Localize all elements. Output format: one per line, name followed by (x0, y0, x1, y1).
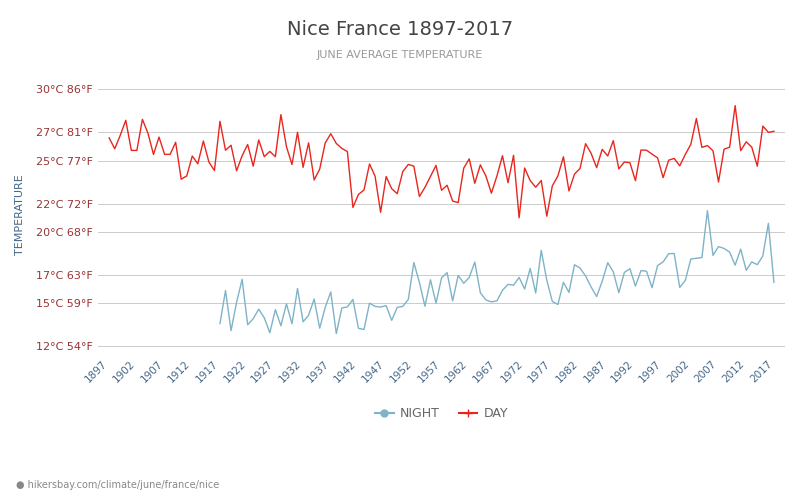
Text: JUNE AVERAGE TEMPERATURE: JUNE AVERAGE TEMPERATURE (317, 50, 483, 60)
Text: Nice France 1897-2017: Nice France 1897-2017 (287, 20, 513, 39)
Legend: NIGHT, DAY: NIGHT, DAY (370, 402, 513, 425)
Text: ● hikersbay.com/climate/june/france/nice: ● hikersbay.com/climate/june/france/nice (16, 480, 219, 490)
Y-axis label: TEMPERATURE: TEMPERATURE (15, 174, 25, 254)
